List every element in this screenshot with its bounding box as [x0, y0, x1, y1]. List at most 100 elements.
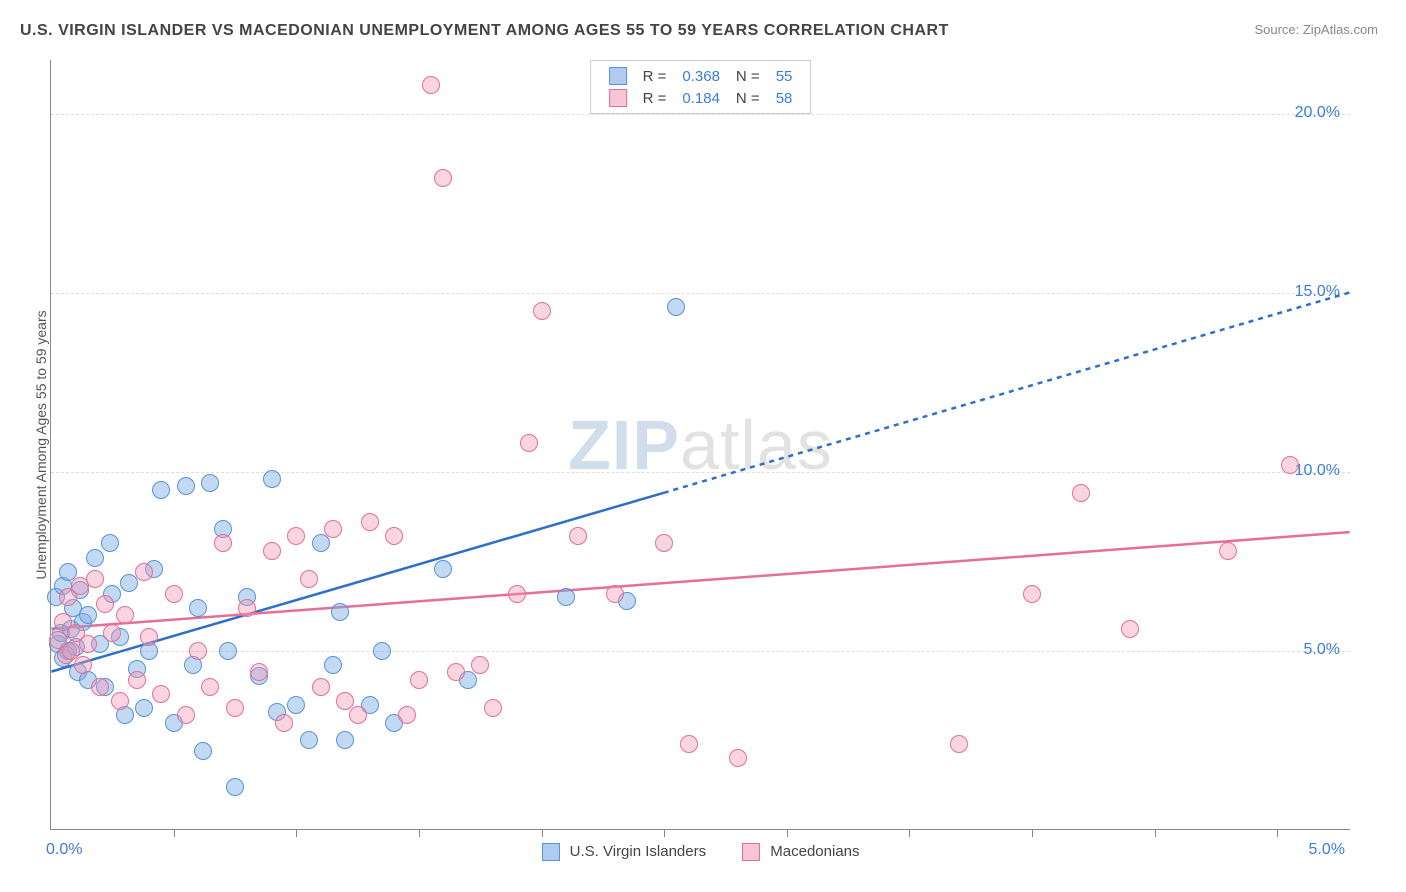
- data-point-mac: [263, 542, 281, 560]
- x-axis-label-min: 0.0%: [46, 841, 82, 859]
- data-point-mac: [398, 706, 416, 724]
- data-point-mac: [1121, 620, 1139, 638]
- plot-area: Unemployment Among Ages 55 to 59 years 5…: [50, 60, 1350, 830]
- data-point-mac: [287, 527, 305, 545]
- data-point-mac: [520, 434, 538, 452]
- data-point-mac: [140, 628, 158, 646]
- x-tick: [787, 829, 788, 837]
- stats-row-usvi: R =0.368N =55: [601, 65, 801, 87]
- data-point-usvi: [152, 481, 170, 499]
- data-point-mac: [508, 585, 526, 603]
- data-point-mac: [361, 513, 379, 531]
- data-point-usvi: [312, 534, 330, 552]
- data-point-mac: [434, 169, 452, 187]
- data-point-usvi: [557, 588, 575, 606]
- x-tick: [542, 829, 543, 837]
- data-point-mac: [238, 599, 256, 617]
- trendline-extend-usvi: [664, 292, 1350, 492]
- data-point-usvi: [331, 603, 349, 621]
- data-point-usvi: [189, 599, 207, 617]
- data-point-usvi: [177, 477, 195, 495]
- data-point-mac: [275, 714, 293, 732]
- data-point-mac: [135, 563, 153, 581]
- data-point-usvi: [373, 642, 391, 660]
- data-point-mac: [324, 520, 342, 538]
- r-label: R =: [635, 65, 675, 87]
- data-point-usvi: [219, 642, 237, 660]
- data-point-mac: [1281, 456, 1299, 474]
- stats-legend: R =0.368N =55R =0.184N =58: [590, 60, 812, 114]
- stats-row-mac: R =0.184N =58: [601, 87, 801, 109]
- data-point-mac: [533, 302, 551, 320]
- data-point-mac: [79, 635, 97, 653]
- data-point-usvi: [194, 742, 212, 760]
- data-point-mac: [74, 656, 92, 674]
- n-label: N =: [728, 65, 768, 87]
- x-tick: [664, 829, 665, 837]
- data-point-mac: [447, 663, 465, 681]
- n-value-mac: 58: [768, 87, 801, 109]
- data-point-mac: [152, 685, 170, 703]
- swatch-usvi: [609, 67, 627, 85]
- series-legend: U.S. Virgin Islanders Macedonians: [523, 843, 877, 861]
- data-point-mac: [300, 570, 318, 588]
- data-point-usvi: [336, 731, 354, 749]
- legend-swatch-usvi: [541, 843, 559, 861]
- data-point-mac: [111, 692, 129, 710]
- data-point-usvi: [226, 778, 244, 796]
- data-point-mac: [226, 699, 244, 717]
- legend-label-mac: Macedonians: [770, 843, 859, 860]
- r-label: R =: [635, 87, 675, 109]
- chart-title: U.S. VIRGIN ISLANDER VS MACEDONIAN UNEMP…: [20, 22, 949, 40]
- data-point-mac: [201, 678, 219, 696]
- data-point-mac: [1072, 484, 1090, 502]
- data-point-mac: [91, 678, 109, 696]
- data-point-usvi: [263, 470, 281, 488]
- data-point-mac: [1219, 542, 1237, 560]
- x-tick: [909, 829, 910, 837]
- data-point-mac: [103, 624, 121, 642]
- data-point-mac: [950, 735, 968, 753]
- x-tick: [1032, 829, 1033, 837]
- data-point-mac: [729, 749, 747, 767]
- x-axis-label-max: 5.0%: [1309, 841, 1345, 859]
- data-point-mac: [177, 706, 195, 724]
- data-point-mac: [312, 678, 330, 696]
- data-point-mac: [410, 671, 428, 689]
- source-label: Source: ZipAtlas.com: [1254, 22, 1378, 37]
- legend-item-usvi: U.S. Virgin Islanders: [541, 843, 706, 860]
- x-tick: [1277, 829, 1278, 837]
- data-point-usvi: [86, 549, 104, 567]
- data-point-mac: [484, 699, 502, 717]
- data-point-mac: [214, 534, 232, 552]
- data-point-mac: [96, 595, 114, 613]
- data-point-mac: [349, 706, 367, 724]
- data-point-mac: [189, 642, 207, 660]
- x-tick: [174, 829, 175, 837]
- data-point-mac: [385, 527, 403, 545]
- r-value-usvi: 0.368: [674, 65, 728, 87]
- n-value-usvi: 55: [768, 65, 801, 87]
- data-point-mac: [569, 527, 587, 545]
- legend-item-mac: Macedonians: [742, 843, 859, 860]
- y-axis-title: Unemployment Among Ages 55 to 59 years: [33, 310, 49, 579]
- data-point-mac: [1023, 585, 1041, 603]
- data-point-mac: [680, 735, 698, 753]
- data-point-mac: [116, 606, 134, 624]
- data-point-mac: [250, 663, 268, 681]
- data-point-mac: [471, 656, 489, 674]
- data-point-mac: [422, 76, 440, 94]
- data-point-mac: [655, 534, 673, 552]
- data-point-usvi: [324, 656, 342, 674]
- data-point-usvi: [79, 606, 97, 624]
- x-tick: [419, 829, 420, 837]
- data-point-usvi: [287, 696, 305, 714]
- data-point-mac: [128, 671, 146, 689]
- data-point-mac: [86, 570, 104, 588]
- n-label: N =: [728, 87, 768, 109]
- data-point-mac: [606, 585, 624, 603]
- x-tick: [296, 829, 297, 837]
- r-value-mac: 0.184: [674, 87, 728, 109]
- data-point-mac: [165, 585, 183, 603]
- swatch-mac: [609, 89, 627, 107]
